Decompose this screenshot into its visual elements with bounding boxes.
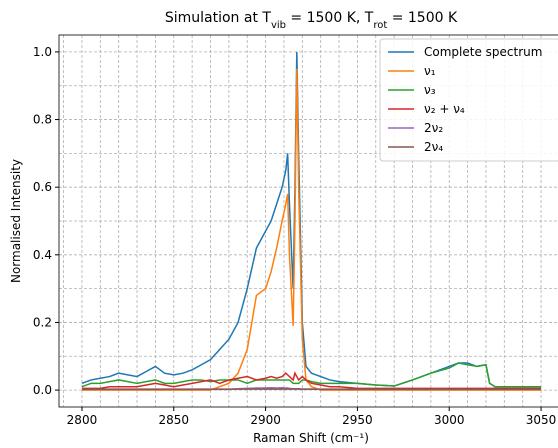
legend-label: 2ν₄	[424, 140, 443, 154]
y-tick-label: 1.0	[33, 45, 52, 59]
legend-label: 2ν₂	[424, 121, 443, 135]
x-tick-label: 3050	[526, 413, 557, 427]
title-part: Simulation at T	[165, 10, 272, 26]
legend-label: Complete spectrum	[424, 45, 542, 59]
y-tick-label: 0.6	[33, 180, 52, 194]
y-tick-label: 0.2	[33, 315, 52, 329]
plot-area	[81, 51, 542, 391]
y-axis-label: Normalised Intensity	[9, 159, 23, 283]
x-tick-label: 3000	[434, 413, 465, 427]
x-tick-label: 2850	[158, 413, 189, 427]
title-part: rot	[373, 20, 387, 31]
title-part: vib	[271, 20, 286, 31]
chart-title: Simulation at Tvib = 1500 K, Trot = 1500…	[165, 10, 458, 31]
title-part: = 1500 K, T	[286, 10, 374, 26]
y-tick-label: 0.8	[33, 113, 52, 127]
x-axis-label: Raman Shift (cm⁻¹)	[253, 431, 369, 445]
legend-box	[379, 38, 558, 162]
legend-label: ν₁	[424, 64, 436, 78]
axes-frame	[58, 34, 558, 408]
series-line	[81, 362, 542, 388]
legend-label: ν₃	[424, 83, 436, 97]
x-tick-label: 2900	[250, 413, 281, 427]
x-tick-label: 2800	[67, 413, 98, 427]
legend-label: ν₂ + ν₄	[424, 102, 465, 116]
y-tick-label: 0.4	[33, 248, 52, 262]
x-tick-label: 2950	[342, 413, 373, 427]
y-tick-label: 0.0	[33, 383, 52, 397]
title-part: = 1500 K	[387, 10, 458, 26]
